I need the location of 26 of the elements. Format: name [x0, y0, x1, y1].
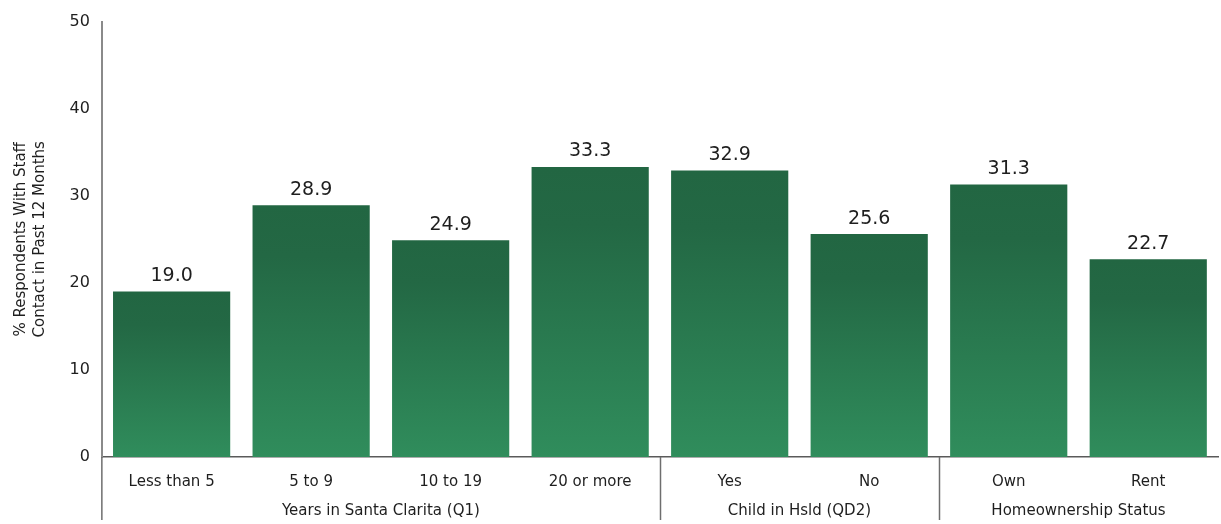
text: Years in Santa Clarita (Q1)	[280, 500, 480, 519]
data-label: 25.6	[848, 205, 891, 228]
x-tick-label: Rent	[1131, 471, 1166, 490]
x-tick-label: 10 to 19	[419, 471, 483, 490]
data-label: 33.3	[569, 138, 612, 161]
data-label: 19.0	[150, 262, 193, 285]
y-tick-label: 30	[69, 184, 90, 204]
data-label: 28.9	[289, 176, 333, 199]
x-tick-label: 20 or more	[548, 471, 632, 490]
y-tick-label: 10	[69, 359, 90, 379]
x-tick-label: 5 to 9	[289, 471, 333, 490]
x-tick-label: Yes	[716, 471, 742, 490]
data-label: 32.9	[708, 141, 751, 164]
x-tick-label: Own	[991, 471, 1026, 490]
text: Homeownership Status	[991, 500, 1166, 519]
x-tick-label: Less than 5	[128, 471, 215, 490]
data-label: 31.3	[987, 155, 1030, 178]
y-tick-label: 20	[69, 272, 90, 291]
y-tick-label: 0	[79, 446, 90, 466]
data-label: 24.9	[429, 211, 472, 234]
y-tick-label: 40	[69, 97, 90, 117]
y-axis-title: % Respondents With Staff Contact in Past 12 Months	[11, 140, 49, 338]
x-tick-label: No	[859, 471, 880, 490]
y-tick-label: 50	[69, 10, 90, 30]
data-label: 22.7	[1127, 230, 1170, 253]
text: Child in Hsld (QD2)	[727, 500, 872, 519]
